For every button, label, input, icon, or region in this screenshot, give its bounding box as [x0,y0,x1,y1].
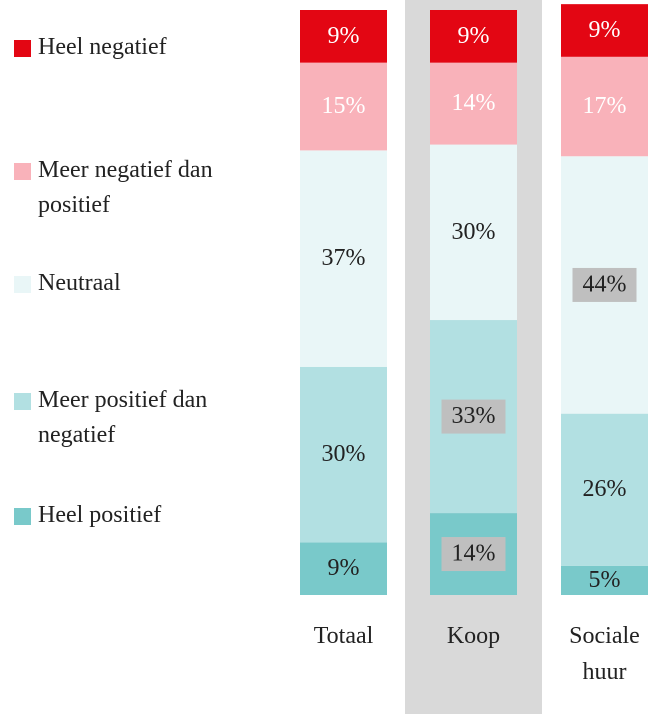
bar-segment [430,144,517,321]
data-label: 9% [328,555,360,581]
label-box [441,399,506,434]
data-label: 37% [322,245,366,271]
bar-segment [561,4,648,57]
legend-label: Neutraal [38,270,121,296]
legend-swatch [14,40,31,57]
x-tick-label: Totaal [313,623,374,649]
bar-segment [430,62,517,145]
bar-segment [300,366,387,543]
data-label: 15% [322,93,366,119]
legend-swatch [14,393,31,410]
legend-swatch [14,276,31,293]
data-label: 14% [452,90,496,116]
legend-swatch [14,163,31,180]
x-tick-label: Koop [446,623,501,649]
label-box [441,537,506,572]
bar-segment [561,565,648,595]
bar-segment [300,62,387,151]
label-box [572,267,637,302]
data-label: 26% [583,476,627,502]
bar-segment [300,542,387,595]
data-label: 33% [452,403,496,429]
data-label: 9% [458,23,490,49]
bar-segment [300,10,387,63]
legend-label: Meer positief dan negatief [38,387,208,448]
data-label: 5% [589,567,621,593]
bar-segment [300,150,387,367]
legend-label: Meer negatief dan positief [38,157,213,218]
legend-label: Heel positief [38,502,162,528]
x-tick-label: Sociale huur [569,623,640,685]
data-label: 44% [583,271,627,297]
data-label: 30% [322,441,366,467]
data-label: 30% [452,219,496,245]
legend-label: Heel negatief [38,34,167,60]
bar-segment [430,10,517,63]
data-label: 9% [589,17,621,43]
bar-segment [561,413,648,566]
data-label: 14% [452,541,496,567]
data-label: 17% [583,93,627,119]
bar-segment [561,56,648,157]
data-label: 9% [328,23,360,49]
legend-swatch [14,508,31,525]
